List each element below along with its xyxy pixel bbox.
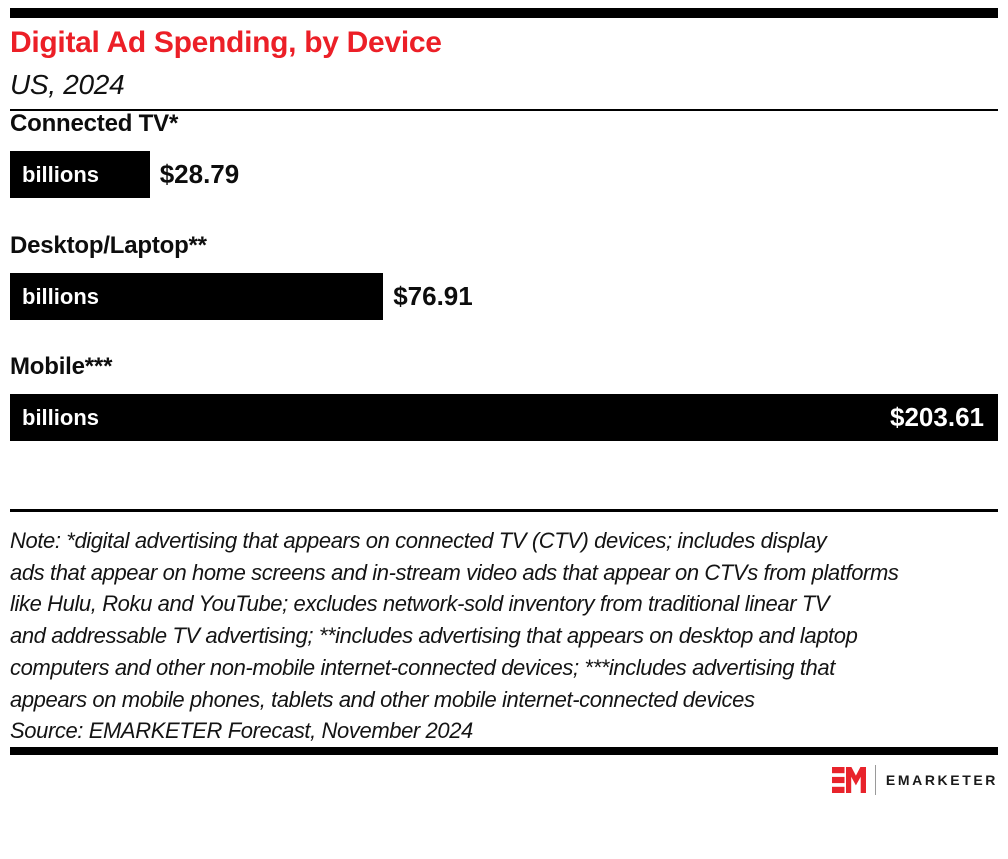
footnote-line: Note: *digital advertising that appears … bbox=[10, 528, 827, 553]
bar-row: billions $28.79 bbox=[10, 151, 998, 198]
footnote-line: computers and other non-mobile internet-… bbox=[10, 654, 835, 680]
bar-connected-tv: billions bbox=[10, 151, 150, 198]
brand-footer: EMARKETER bbox=[10, 764, 998, 795]
footnote-line: ads that appear on home screens and in-s… bbox=[10, 559, 899, 585]
category-label: Connected TV* bbox=[10, 110, 179, 137]
bar-value: $76.91 bbox=[393, 281, 473, 311]
bar-unit-label: billions bbox=[22, 283, 99, 309]
page-subtitle: US, 2024 bbox=[10, 69, 125, 100]
emarketer-logo-icon bbox=[831, 766, 866, 793]
brand-name: EMARKETER bbox=[885, 771, 998, 788]
footnote-line: and addressable TV advertising; **includ… bbox=[10, 623, 858, 649]
bar-group-connected-tv: Connected TV* billions $28.79 bbox=[10, 111, 998, 198]
header-divider bbox=[10, 109, 998, 111]
top-divider-bar bbox=[10, 8, 998, 18]
bar-mobile: billions $203.61 bbox=[10, 394, 998, 441]
category-label: Mobile*** bbox=[10, 353, 113, 380]
logo-divider bbox=[874, 764, 876, 795]
bar-desktop-laptop: billions bbox=[10, 273, 384, 320]
bar-group-mobile: Mobile*** billions $203.61 bbox=[10, 354, 998, 441]
bar-unit-label: billions bbox=[22, 404, 99, 430]
footnote-line: like Hulu, Roku and YouTube; excludes ne… bbox=[10, 591, 830, 617]
bar-value: $203.61 bbox=[890, 402, 984, 432]
footer-divider-bar bbox=[10, 746, 998, 755]
bar-value: $28.79 bbox=[159, 159, 240, 189]
source-line: Source: EMARKETER Forecast, November 202… bbox=[10, 718, 473, 744]
footnote-line: appears on mobile phones, tablets and ot… bbox=[10, 686, 755, 712]
infographic: Digital Ad Spending, by Device US, 2024 … bbox=[10, 8, 998, 795]
bar-group-desktop-laptop: Desktop/Laptop** billions $76.91 bbox=[10, 233, 998, 320]
page-title: Digital Ad Spending, by Device bbox=[10, 26, 442, 59]
note-divider bbox=[10, 509, 998, 512]
bar-unit-label: billions bbox=[22, 161, 99, 187]
category-label: Desktop/Laptop** bbox=[10, 232, 207, 259]
footnote: Note: *digital advertising that appears … bbox=[10, 525, 998, 747]
bar-row: billions $203.61 bbox=[10, 394, 998, 441]
bar-row: billions $76.91 bbox=[10, 273, 998, 320]
